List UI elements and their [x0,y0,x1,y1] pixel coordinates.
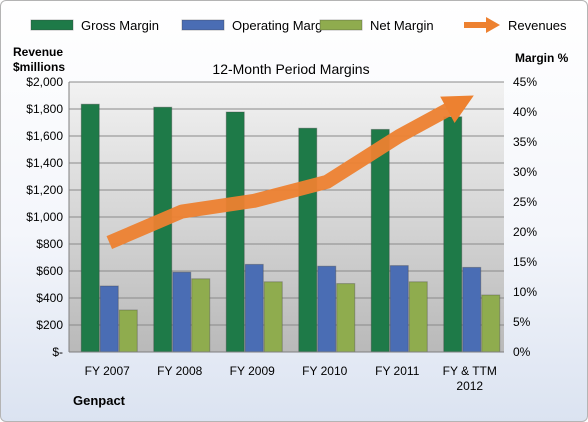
category-label: FY 2011 [375,364,420,378]
axes: $- $200 $400 $600 $800 $1,000 $1,200 $1,400 $1,6… [26,75,537,393]
category-label: FY 2007 [85,364,130,378]
category-label: 2012 [456,379,483,393]
left-axis-title-line2: $millions [13,60,65,74]
bar-gross-margin [80,103,100,353]
left-tick-label: $400 [36,291,63,305]
left-tick-label: $1,000 [26,210,63,224]
legend: Gross Margin Operating Margin Net Margin Re… [30,17,567,33]
bar-net-margin [263,281,283,353]
revenue-line [106,100,457,250]
left-tick-label: $1,200 [26,183,63,197]
category-label: FY 2008 [157,364,202,378]
bar-operating-margin [99,285,119,353]
legend-label: Gross Margin [81,18,159,33]
bar-net-margin [408,281,428,353]
left-tick-label: $- [52,345,63,359]
right-tick-label: 25% [513,195,537,209]
revenue-arrowhead [440,95,474,123]
left-axis-title-line1: Revenue [13,45,63,59]
bar-gross-margin [298,127,318,353]
category-label: FY 2010 [302,364,347,378]
company-label: Genpact [73,393,126,408]
legend-arrow-head [486,17,500,33]
left-tick-label: $1,600 [26,129,63,143]
right-tick-label: 0% [513,345,531,359]
left-tick-label: $1,400 [26,156,63,170]
left-tick-label: $600 [36,264,63,278]
bar-net-margin [336,283,356,353]
legend-label: Operating Margin [232,18,332,33]
bar-net-margin [481,294,501,353]
left-tick-label: $2,000 [26,75,63,89]
bar-operating-margin [244,263,264,353]
left-tick-label: $200 [36,318,63,332]
legend-label: Net Margin [370,18,434,33]
right-axis-title: Margin % [515,51,569,65]
right-tick-label: 20% [513,225,537,239]
right-tick-label: 10% [513,285,537,299]
category-label: FY 2009 [230,364,275,378]
bar-net-margin [191,278,211,353]
right-tick-label: 5% [513,315,531,329]
bar-operating-margin [462,266,482,353]
right-tick-label: 45% [513,75,537,89]
legend-swatch [30,19,74,31]
right-tick-label: 35% [513,135,537,149]
legend-swatch [181,19,225,31]
left-tick-label: $800 [36,237,63,251]
bar-operating-margin [317,265,337,353]
category-label: FY & TTM [443,364,497,378]
chart-title: 12-Month Period Margins [212,61,369,77]
bar-gross-margin [370,128,390,353]
legend-swatch [319,19,363,31]
bar-gross-margin [443,116,463,353]
bar-gross-margin [225,111,245,353]
right-tick-label: 40% [513,105,537,119]
revenue-series [106,95,474,250]
bar-net-margin [118,309,138,353]
right-tick-label: 15% [513,255,537,269]
bar-operating-margin [172,271,192,353]
legend-label: Revenues [508,18,567,33]
right-tick-label: 30% [513,165,537,179]
left-tick-label: $1,800 [26,102,63,116]
bar-operating-margin [389,265,409,353]
